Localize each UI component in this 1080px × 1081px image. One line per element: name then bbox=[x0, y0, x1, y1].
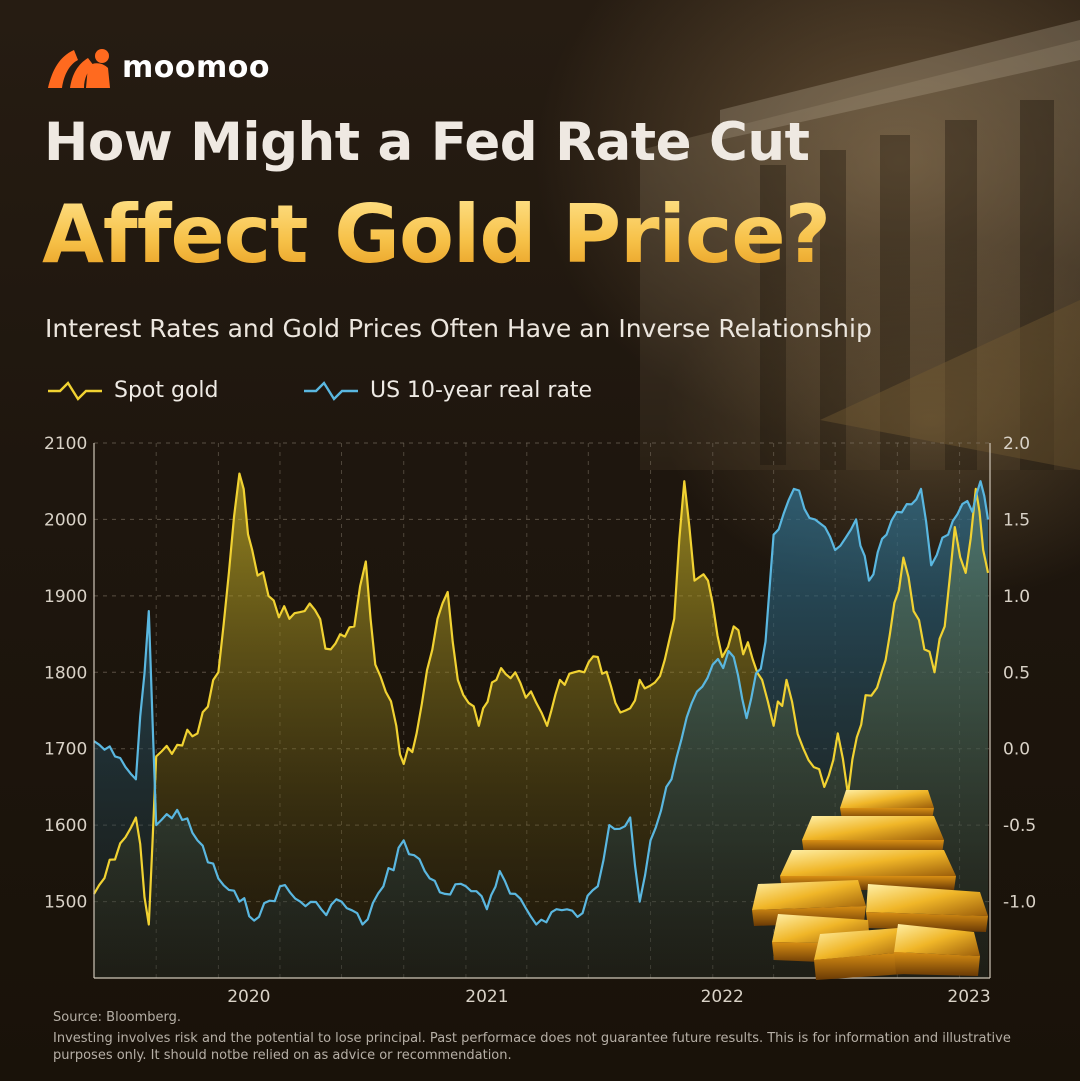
series-line-gold bbox=[93, 472, 990, 926]
moomoo-logo-icon bbox=[48, 49, 110, 88]
y-right-tick-label: -0.5 bbox=[1003, 816, 1036, 836]
disclaimer: Investing involves risk and the potentia… bbox=[53, 1031, 1011, 1063]
x-tick-label: 2022 bbox=[701, 987, 744, 1007]
y-right-tick-label: 0.5 bbox=[1003, 663, 1030, 683]
legend-label-gold: Spot gold bbox=[114, 378, 219, 403]
building-illustration bbox=[640, 20, 1080, 470]
legend-label-rate: US 10-year real rate bbox=[370, 378, 593, 403]
legend-item-gold: Spot gold bbox=[46, 378, 219, 403]
legend-swatch-rate-icon bbox=[304, 380, 358, 401]
y-left-tick-label: 2000 bbox=[44, 510, 87, 530]
area-fills bbox=[94, 473, 988, 978]
y-right-tick-label: 1.0 bbox=[1003, 587, 1030, 607]
series-line-rate bbox=[93, 480, 990, 926]
y-left-tick-label: 1800 bbox=[44, 663, 87, 683]
y-left-tick-label: 1700 bbox=[44, 740, 87, 760]
y-left-tick-label: 1500 bbox=[44, 893, 87, 913]
source-note: Source: Bloomberg. bbox=[53, 1010, 182, 1025]
legend-swatch-gold-icon bbox=[48, 380, 102, 401]
x-tick-label: 2023 bbox=[947, 987, 990, 1007]
gold-bars-illustration bbox=[752, 790, 988, 980]
y-left-tick-label: 2100 bbox=[44, 434, 87, 454]
x-tick-label: 2021 bbox=[465, 987, 508, 1007]
x-tick-label: 2020 bbox=[227, 987, 270, 1007]
title-line-2: Affect Gold Price? bbox=[42, 188, 831, 281]
brand-name: moomoo bbox=[122, 49, 270, 85]
title-line-1: How Might a Fed Rate Cut bbox=[44, 112, 810, 173]
subtitle: Interest Rates and Gold Prices Often Hav… bbox=[45, 314, 872, 343]
y-left-tick-label: 1900 bbox=[44, 587, 87, 607]
area-rate bbox=[94, 481, 988, 978]
series-lines bbox=[93, 472, 990, 926]
y-right-tick-label: -1.0 bbox=[1003, 893, 1036, 913]
y-right-tick-label: 2.0 bbox=[1003, 434, 1030, 454]
brand-logo: moomoo bbox=[44, 44, 270, 90]
y-right-tick-label: 0.0 bbox=[1003, 740, 1030, 760]
y-right-tick-label: 1.5 bbox=[1003, 510, 1030, 530]
legend-item-rate: US 10-year real rate bbox=[302, 378, 592, 403]
y-left-tick-label: 1600 bbox=[44, 816, 87, 836]
